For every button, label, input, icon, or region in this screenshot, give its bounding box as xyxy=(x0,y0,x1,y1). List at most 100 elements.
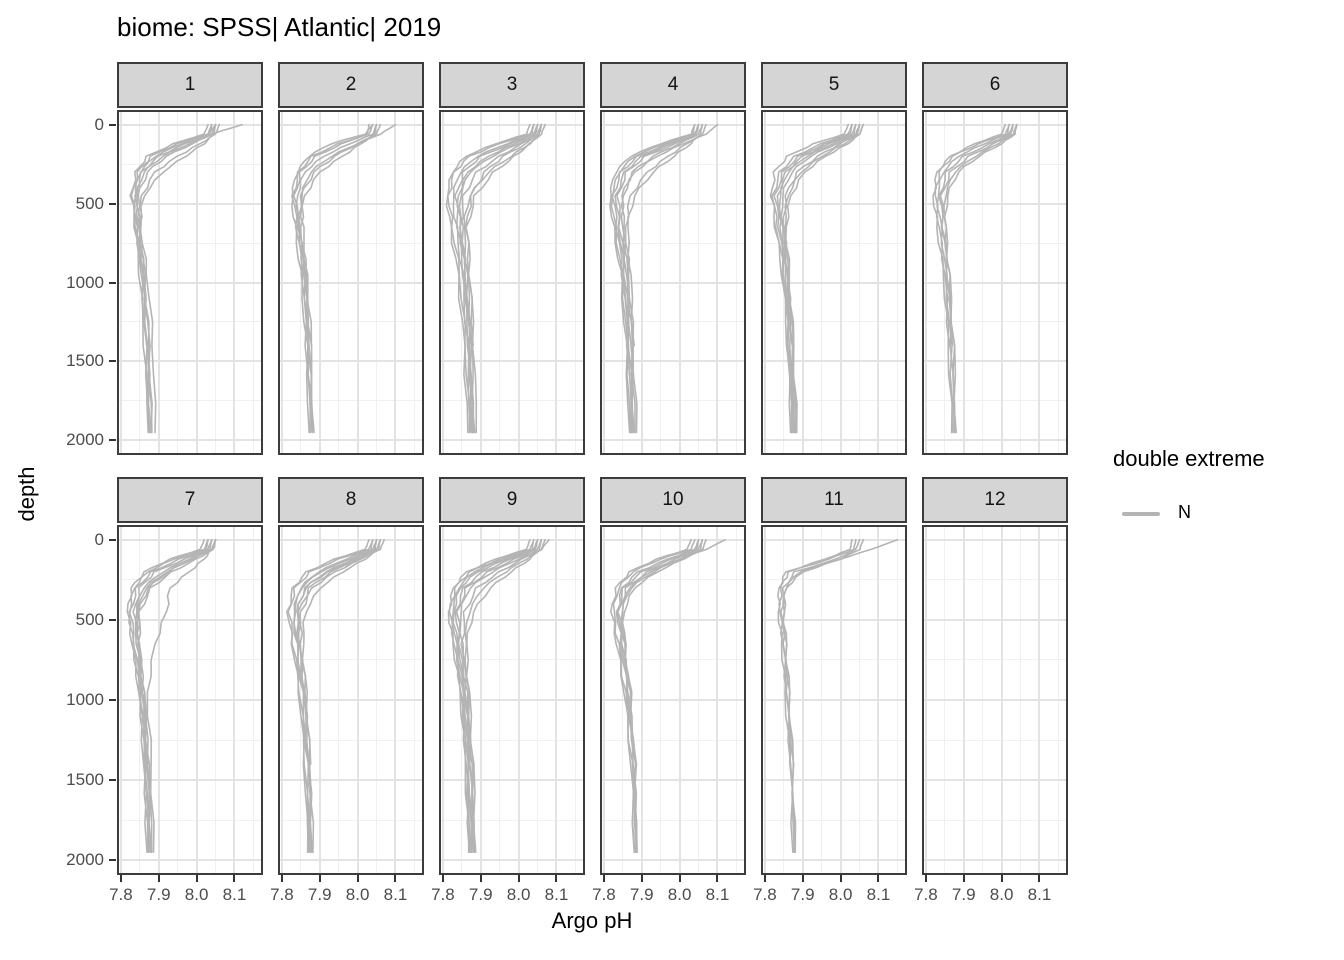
facet-strip: 5 xyxy=(761,62,907,108)
gridline-minor-y xyxy=(924,163,1066,165)
gridline-major-x xyxy=(318,112,321,453)
profile-line xyxy=(134,123,213,434)
gridline-minor-y xyxy=(441,242,583,244)
gridline-major-x xyxy=(877,527,880,873)
x-tick-label: 8.0 xyxy=(828,885,853,904)
gridline-minor-y xyxy=(924,242,1066,244)
profile-line xyxy=(128,539,209,854)
profile-line xyxy=(783,123,865,434)
facet-strip: 3 xyxy=(439,62,585,108)
gridline-major-y xyxy=(763,360,905,363)
x-tick-mark xyxy=(839,875,842,882)
x-tick-label: 7.9 xyxy=(951,885,976,904)
profile-line xyxy=(620,123,704,434)
gridline-major-y xyxy=(441,439,583,442)
facet-strip: 9 xyxy=(439,477,585,523)
profile-line xyxy=(146,539,217,854)
gridline-major-y xyxy=(924,123,1066,126)
profile-line xyxy=(609,123,696,434)
x-tick-label: 8.1 xyxy=(866,885,891,904)
x-tick-mark xyxy=(716,875,719,882)
gridline-major-y xyxy=(119,538,261,541)
profile-line xyxy=(445,123,531,434)
profile-line xyxy=(456,123,539,434)
y-tick-label: 2000 xyxy=(66,850,104,870)
gridline-minor-y xyxy=(441,400,583,402)
gridline-major-y xyxy=(280,281,422,284)
x-tick-mark xyxy=(602,875,605,882)
y-tick-label: 500 xyxy=(75,193,104,213)
x-tick-mark xyxy=(962,875,965,882)
gridline-major-x xyxy=(924,112,927,453)
gridline-major-x xyxy=(555,112,558,453)
gridline-major-x xyxy=(801,527,804,873)
gridline-major-y xyxy=(602,360,744,363)
profile-lines-svg xyxy=(610,539,726,854)
gridline-major-x xyxy=(280,112,283,453)
gridline-major-y xyxy=(602,618,744,621)
gridline-minor-y xyxy=(119,321,261,323)
gridline-major-y xyxy=(441,281,583,284)
gridline-major-x xyxy=(318,527,321,873)
gridline-minor-y xyxy=(602,242,744,244)
gridline-minor-y xyxy=(119,242,261,244)
profile-line xyxy=(293,539,374,854)
facet-strip-label: 11 xyxy=(824,489,844,510)
gridline-minor-y xyxy=(602,163,744,165)
facet-strip-label: 9 xyxy=(506,489,518,510)
gridline-minor-y xyxy=(924,400,1066,402)
gridline-major-y xyxy=(280,779,422,782)
gridline-major-x xyxy=(716,527,719,873)
x-tick-label: 7.9 xyxy=(468,885,493,904)
gridline-major-x xyxy=(716,112,719,453)
gridline-major-y xyxy=(602,123,744,126)
gridline-major-x xyxy=(356,527,359,873)
y-tick-label: 1000 xyxy=(66,690,104,709)
gridline-major-y xyxy=(441,123,583,126)
facet-panel xyxy=(600,110,746,455)
gridline-minor-y xyxy=(763,579,905,581)
gridline-major-x xyxy=(441,112,444,453)
profile-line xyxy=(778,539,857,854)
x-tick-mark xyxy=(517,875,520,882)
x-tick-label: 7.9 xyxy=(307,885,332,904)
gridline-minor-y xyxy=(119,400,261,402)
profile-lines-svg xyxy=(769,123,865,434)
gridline-minor-y xyxy=(441,321,583,323)
gridline-major-y xyxy=(924,618,1066,621)
facet-strip: 7 xyxy=(117,477,263,523)
gridline-major-y xyxy=(763,859,905,862)
facet-panel xyxy=(278,525,424,875)
gridline-major-x xyxy=(555,527,558,873)
gridline-major-y xyxy=(763,202,905,205)
facet-panel xyxy=(278,110,424,455)
gridline-major-y xyxy=(602,281,744,284)
gridline-major-x xyxy=(356,112,359,453)
x-tick-mark xyxy=(195,875,198,882)
facet-strip: 10 xyxy=(600,477,746,523)
profile-line xyxy=(610,123,696,434)
facet-strip: 4 xyxy=(600,62,746,108)
gridline-minor-y xyxy=(602,579,744,581)
gridline-minor-y xyxy=(602,819,744,821)
gridline-major-x xyxy=(924,527,927,873)
chart-title: biome: SPSS| Atlantic| 2019 xyxy=(117,12,442,42)
profile-line xyxy=(616,539,700,854)
profile-line xyxy=(295,539,378,854)
y-tick-label: 0 xyxy=(94,529,104,549)
profile-lines-svg xyxy=(129,123,243,434)
gridline-minor-y xyxy=(924,579,1066,581)
profile-line xyxy=(130,123,217,347)
gridline-major-y xyxy=(119,123,261,126)
gridline-major-y xyxy=(441,699,583,701)
x-tick-label: 7.9 xyxy=(146,885,171,904)
gridline-major-x xyxy=(1000,527,1003,873)
x-tick-mark xyxy=(763,875,766,882)
profile-line xyxy=(286,539,370,854)
gridline-minor-y xyxy=(602,739,744,741)
profile-line xyxy=(936,123,1010,434)
x-tick-label: 7.9 xyxy=(790,885,815,904)
y-tick-label: 1500 xyxy=(66,770,104,790)
profile-line xyxy=(932,123,1007,434)
